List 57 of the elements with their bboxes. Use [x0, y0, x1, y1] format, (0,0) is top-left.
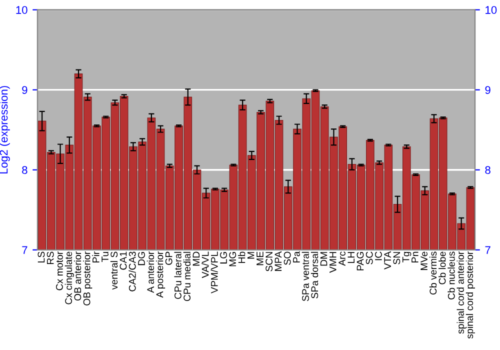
y2-tick-label: 10	[486, 6, 497, 14]
x-tick-label: A anterior	[146, 251, 154, 293]
x-tick-label: spinal cord posterior	[466, 251, 475, 339]
x-tick-label: SO	[284, 252, 291, 265]
x-tick-label: VPM/VPL	[210, 252, 218, 294]
x-tick-label: SPa ventral	[302, 252, 309, 302]
x-tick-label: A posterior	[156, 251, 166, 298]
x-tick-label: Cb vermis	[429, 252, 437, 295]
x-tick-label: Cx motor	[56, 251, 63, 290]
x-tick-label: MPA	[274, 251, 282, 271]
x-tick-label: Tg	[402, 252, 412, 262]
x-tick-label: Cx cingulate	[64, 252, 74, 304]
y-tick-label: 10	[16, 6, 28, 14]
x-tick-label: OB posterior	[83, 251, 92, 306]
x-tick-label: SN	[393, 252, 400, 264]
x-tick-label: LG	[220, 252, 227, 264]
x-tick-label: VA/VL	[202, 252, 209, 278]
x-tick-label: Pir	[92, 251, 100, 262]
y-tick-label: 7	[22, 246, 28, 254]
x-tick-label: LH	[348, 252, 354, 263]
x-tick-label: GP	[165, 252, 172, 265]
x-tick-label: ME	[256, 252, 264, 266]
x-tick-label: MVe	[420, 252, 428, 270]
y2-tick-label: 7	[485, 246, 490, 254]
x-tick-label: Hb	[238, 252, 246, 263]
x-tick-label: Tu	[102, 252, 108, 262]
x-tick-label: MD	[192, 252, 200, 266]
x-tick-label: CA1	[120, 252, 127, 270]
x-tick-label: Cb lobe	[438, 252, 446, 284]
x-tick-label: IC	[375, 252, 382, 260]
x-tick-label: M	[248, 252, 254, 259]
x-tick-label: SCN	[266, 252, 273, 272]
x-tick-label: CA2/CA3	[128, 252, 136, 292]
y2-tick-label: 8	[485, 166, 490, 174]
y2-tick-label: 9	[485, 86, 490, 94]
x-tick-label: SPa dorsal	[310, 252, 318, 298]
x-tick-label: VTA	[384, 251, 391, 270]
x-tick-label: DM	[320, 252, 328, 266]
x-tick-label: ventral S	[110, 252, 118, 290]
x-tick-label: DG	[138, 252, 145, 266]
x-tick-label: spinal cord anterior	[456, 251, 466, 334]
x-tick-label: Arc	[338, 252, 346, 266]
x-tick-label: VMH	[330, 252, 336, 273]
x-tick-label: Pn	[412, 252, 418, 262]
x-tick-label: Pa	[293, 251, 300, 262]
x-tick-label: CPu medial	[183, 252, 190, 302]
x-tick-label: CPu lateral	[174, 252, 182, 299]
x-tick-label: OB anterior	[74, 251, 82, 301]
y-tick-label: 9	[22, 86, 28, 94]
x-tick-label: SC	[366, 252, 373, 264]
x-tick-label: MG	[229, 252, 236, 266]
x-tick-label: PAG	[356, 252, 364, 270]
x-tick-label: RS	[46, 252, 54, 264]
x-tick-label: Cb nucleus	[448, 252, 455, 300]
y-tick-label: 8	[22, 166, 28, 174]
y-axis-title: Log2 (expression)	[0, 86, 10, 174]
x-tick-label: LS	[38, 252, 45, 262]
